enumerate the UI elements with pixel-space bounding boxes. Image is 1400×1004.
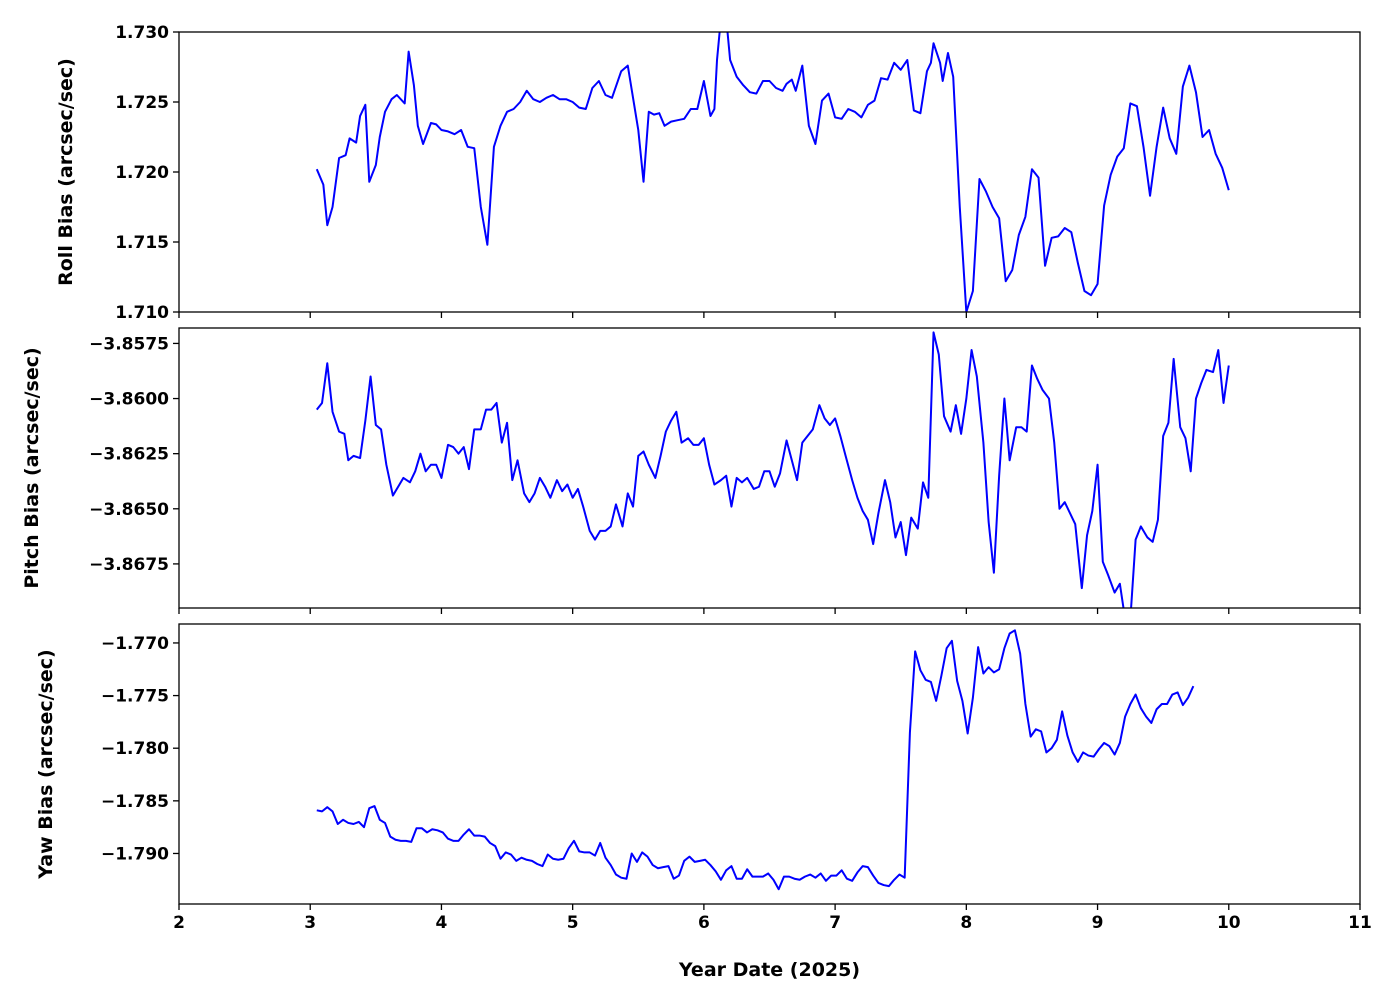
series-line-3-1 xyxy=(316,629,1195,891)
y-axis-label: Yaw Bias (arcsec/sec) xyxy=(35,649,57,879)
panel-frame xyxy=(178,31,1361,313)
y-tick-label: 1.715 xyxy=(115,233,169,253)
y-tick-label: 1.730 xyxy=(115,23,169,43)
y-tick-label: −1.785 xyxy=(101,792,169,812)
panel-frame xyxy=(178,623,1361,905)
y-axis-label: Pitch Bias (arcsec/sec) xyxy=(21,347,43,588)
series-line-2-1 xyxy=(315,331,1230,608)
y-tick-label: −3.8650 xyxy=(89,500,169,520)
x-tick-label: 10 xyxy=(1217,913,1241,933)
x-tick-label: 11 xyxy=(1348,913,1372,933)
y-tick-label: −1.780 xyxy=(101,739,169,759)
x-tick-label: 6 xyxy=(698,913,710,933)
y-tick-label: −3.8625 xyxy=(89,445,169,465)
y-tick-label: −3.8675 xyxy=(89,555,169,575)
y-tick-label: −1.790 xyxy=(101,844,169,864)
x-tick-label: 4 xyxy=(436,913,448,933)
panel-2: −3.8675 −3.8650 −3.8625 −3.8600 −3.8575 Pitch… xyxy=(21,327,1361,614)
y-tick-label: −1.770 xyxy=(101,634,169,654)
panel-3: −1.790 −1.785 −1.780 −1.775 −1.770 2 3 4 5 6 7 8 9 10… xyxy=(35,623,1372,933)
x-tick-label: 3 xyxy=(304,913,316,933)
x-tick-label: 7 xyxy=(829,913,841,933)
x-tick-label: 2 xyxy=(173,913,185,933)
y-tick-label: −3.8600 xyxy=(89,390,169,410)
x-tick-label: 5 xyxy=(567,913,579,933)
y-tick-label: 1.725 xyxy=(115,93,169,113)
series-line-1-1 xyxy=(315,32,1230,312)
x-axis-label: Year Date (2025) xyxy=(678,959,860,981)
y-tick-label: 1.710 xyxy=(115,303,169,323)
y-tick-label: −1.775 xyxy=(101,687,169,707)
panel-frame xyxy=(178,327,1361,609)
y-tick-label: −3.8575 xyxy=(89,334,169,354)
x-tick-label: 9 xyxy=(1092,913,1104,933)
y-tick-label: 1.720 xyxy=(115,163,169,183)
x-tick-label: 8 xyxy=(960,913,972,933)
panel-1: 1.710 1.715 1.720 1.725 1.730 Roll Bias (arcs… xyxy=(55,23,1361,323)
y-axis-label: Roll Bias (arcsec/sec) xyxy=(55,58,77,286)
